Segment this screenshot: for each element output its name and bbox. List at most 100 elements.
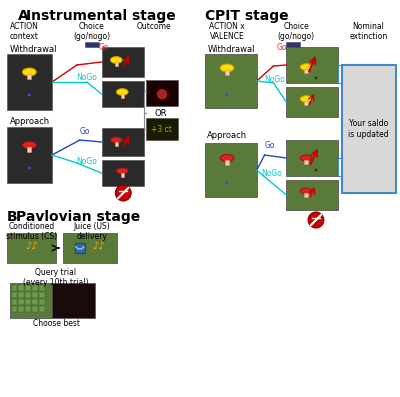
Text: PIT stage: PIT stage [215, 9, 289, 23]
Ellipse shape [116, 168, 128, 174]
Bar [85, 42, 98, 47]
Bar [12, 285, 17, 291]
Text: ACTION
context: ACTION context [10, 22, 39, 41]
Circle shape [226, 94, 228, 96]
Bar [39, 299, 45, 304]
Text: Withdrawal: Withdrawal [10, 44, 57, 54]
Bar [25, 285, 31, 291]
Bar [32, 292, 38, 297]
Text: Go: Go [276, 44, 287, 52]
Bar [102, 160, 144, 186]
Bar [25, 306, 31, 312]
Bar [32, 299, 38, 304]
Text: Go: Go [80, 127, 90, 137]
Bar [32, 306, 38, 312]
Bar [18, 292, 24, 297]
Circle shape [226, 181, 228, 185]
Ellipse shape [220, 64, 234, 72]
Bar [304, 193, 308, 197]
Text: ♪♪: ♪♪ [25, 241, 38, 251]
Text: ☞: ☞ [291, 30, 302, 42]
Bar [115, 62, 118, 66]
Bar [146, 80, 178, 106]
Text: Query trial
(every 10th trial): Query trial (every 10th trial) [23, 268, 89, 287]
Text: Your saldo
is updated: Your saldo is updated [348, 119, 389, 139]
Bar [63, 233, 117, 263]
Text: Approach: Approach [207, 131, 247, 141]
Text: Pavlovian stage: Pavlovian stage [16, 210, 140, 224]
Circle shape [308, 212, 324, 228]
Bar [120, 173, 124, 177]
Bar [7, 54, 52, 110]
Bar [27, 147, 31, 152]
Ellipse shape [22, 68, 36, 76]
Bar [342, 65, 396, 193]
Bar [39, 306, 45, 312]
Text: Go: Go [98, 44, 109, 52]
Bar [10, 283, 52, 318]
Text: Approach: Approach [10, 118, 50, 127]
Text: Choice
(go/nogo): Choice (go/nogo) [73, 22, 110, 41]
Bar [225, 160, 229, 165]
Bar [7, 233, 56, 263]
Bar [286, 180, 338, 210]
Ellipse shape [22, 141, 36, 148]
Text: Instrumental stage: Instrumental stage [26, 9, 176, 23]
Text: ACTION x
VALENCE: ACTION x VALENCE [209, 22, 245, 41]
Bar [205, 143, 257, 197]
Bar [225, 70, 229, 75]
Ellipse shape [300, 64, 312, 70]
Bar [52, 283, 94, 318]
Text: ☞: ☞ [86, 30, 97, 42]
Bar [102, 47, 144, 77]
Text: NoGo: NoGo [264, 75, 286, 83]
Bar [12, 292, 17, 297]
Text: NoGo: NoGo [262, 170, 282, 179]
Circle shape [314, 77, 318, 79]
Bar [304, 101, 308, 105]
Bar [286, 47, 338, 83]
Text: Nominal
extinction: Nominal extinction [349, 22, 388, 41]
Ellipse shape [300, 96, 312, 102]
Bar [115, 142, 118, 146]
Text: ●: ● [156, 86, 168, 100]
Text: Choose best: Choose best [32, 320, 80, 328]
Bar [304, 69, 308, 73]
Bar [146, 118, 178, 140]
Text: Conditioned
stimulus (CS): Conditioned stimulus (CS) [6, 222, 57, 241]
Circle shape [314, 168, 318, 172]
Bar [12, 306, 17, 312]
Bar [205, 54, 257, 108]
Ellipse shape [300, 155, 312, 161]
Bar [39, 292, 45, 297]
Text: Outcome: Outcome [136, 22, 171, 31]
Bar [7, 127, 52, 183]
Circle shape [115, 185, 131, 201]
Text: NoGo: NoGo [76, 158, 97, 166]
Ellipse shape [220, 154, 234, 162]
Circle shape [28, 166, 31, 170]
Bar [286, 42, 300, 47]
Text: ♪♪: ♪♪ [92, 241, 105, 251]
Ellipse shape [116, 89, 128, 95]
Bar [18, 285, 24, 291]
Bar [27, 74, 31, 79]
Text: Choice
(go/nogo): Choice (go/nogo) [278, 22, 315, 41]
Ellipse shape [300, 188, 312, 194]
Bar [102, 128, 144, 156]
Ellipse shape [110, 57, 122, 64]
Circle shape [28, 94, 31, 96]
Text: A: A [18, 9, 28, 23]
Bar [25, 299, 31, 304]
Text: Withdrawal: Withdrawal [207, 44, 255, 54]
Text: B: B [7, 210, 17, 224]
Bar [12, 299, 17, 304]
Bar [286, 140, 338, 176]
Bar [32, 285, 38, 291]
Text: NoGo: NoGo [76, 73, 97, 83]
Bar [102, 81, 144, 107]
Bar [304, 160, 308, 164]
Text: OR: OR [154, 108, 167, 118]
Text: +3 ct: +3 ct [151, 125, 172, 133]
Bar [39, 285, 45, 291]
